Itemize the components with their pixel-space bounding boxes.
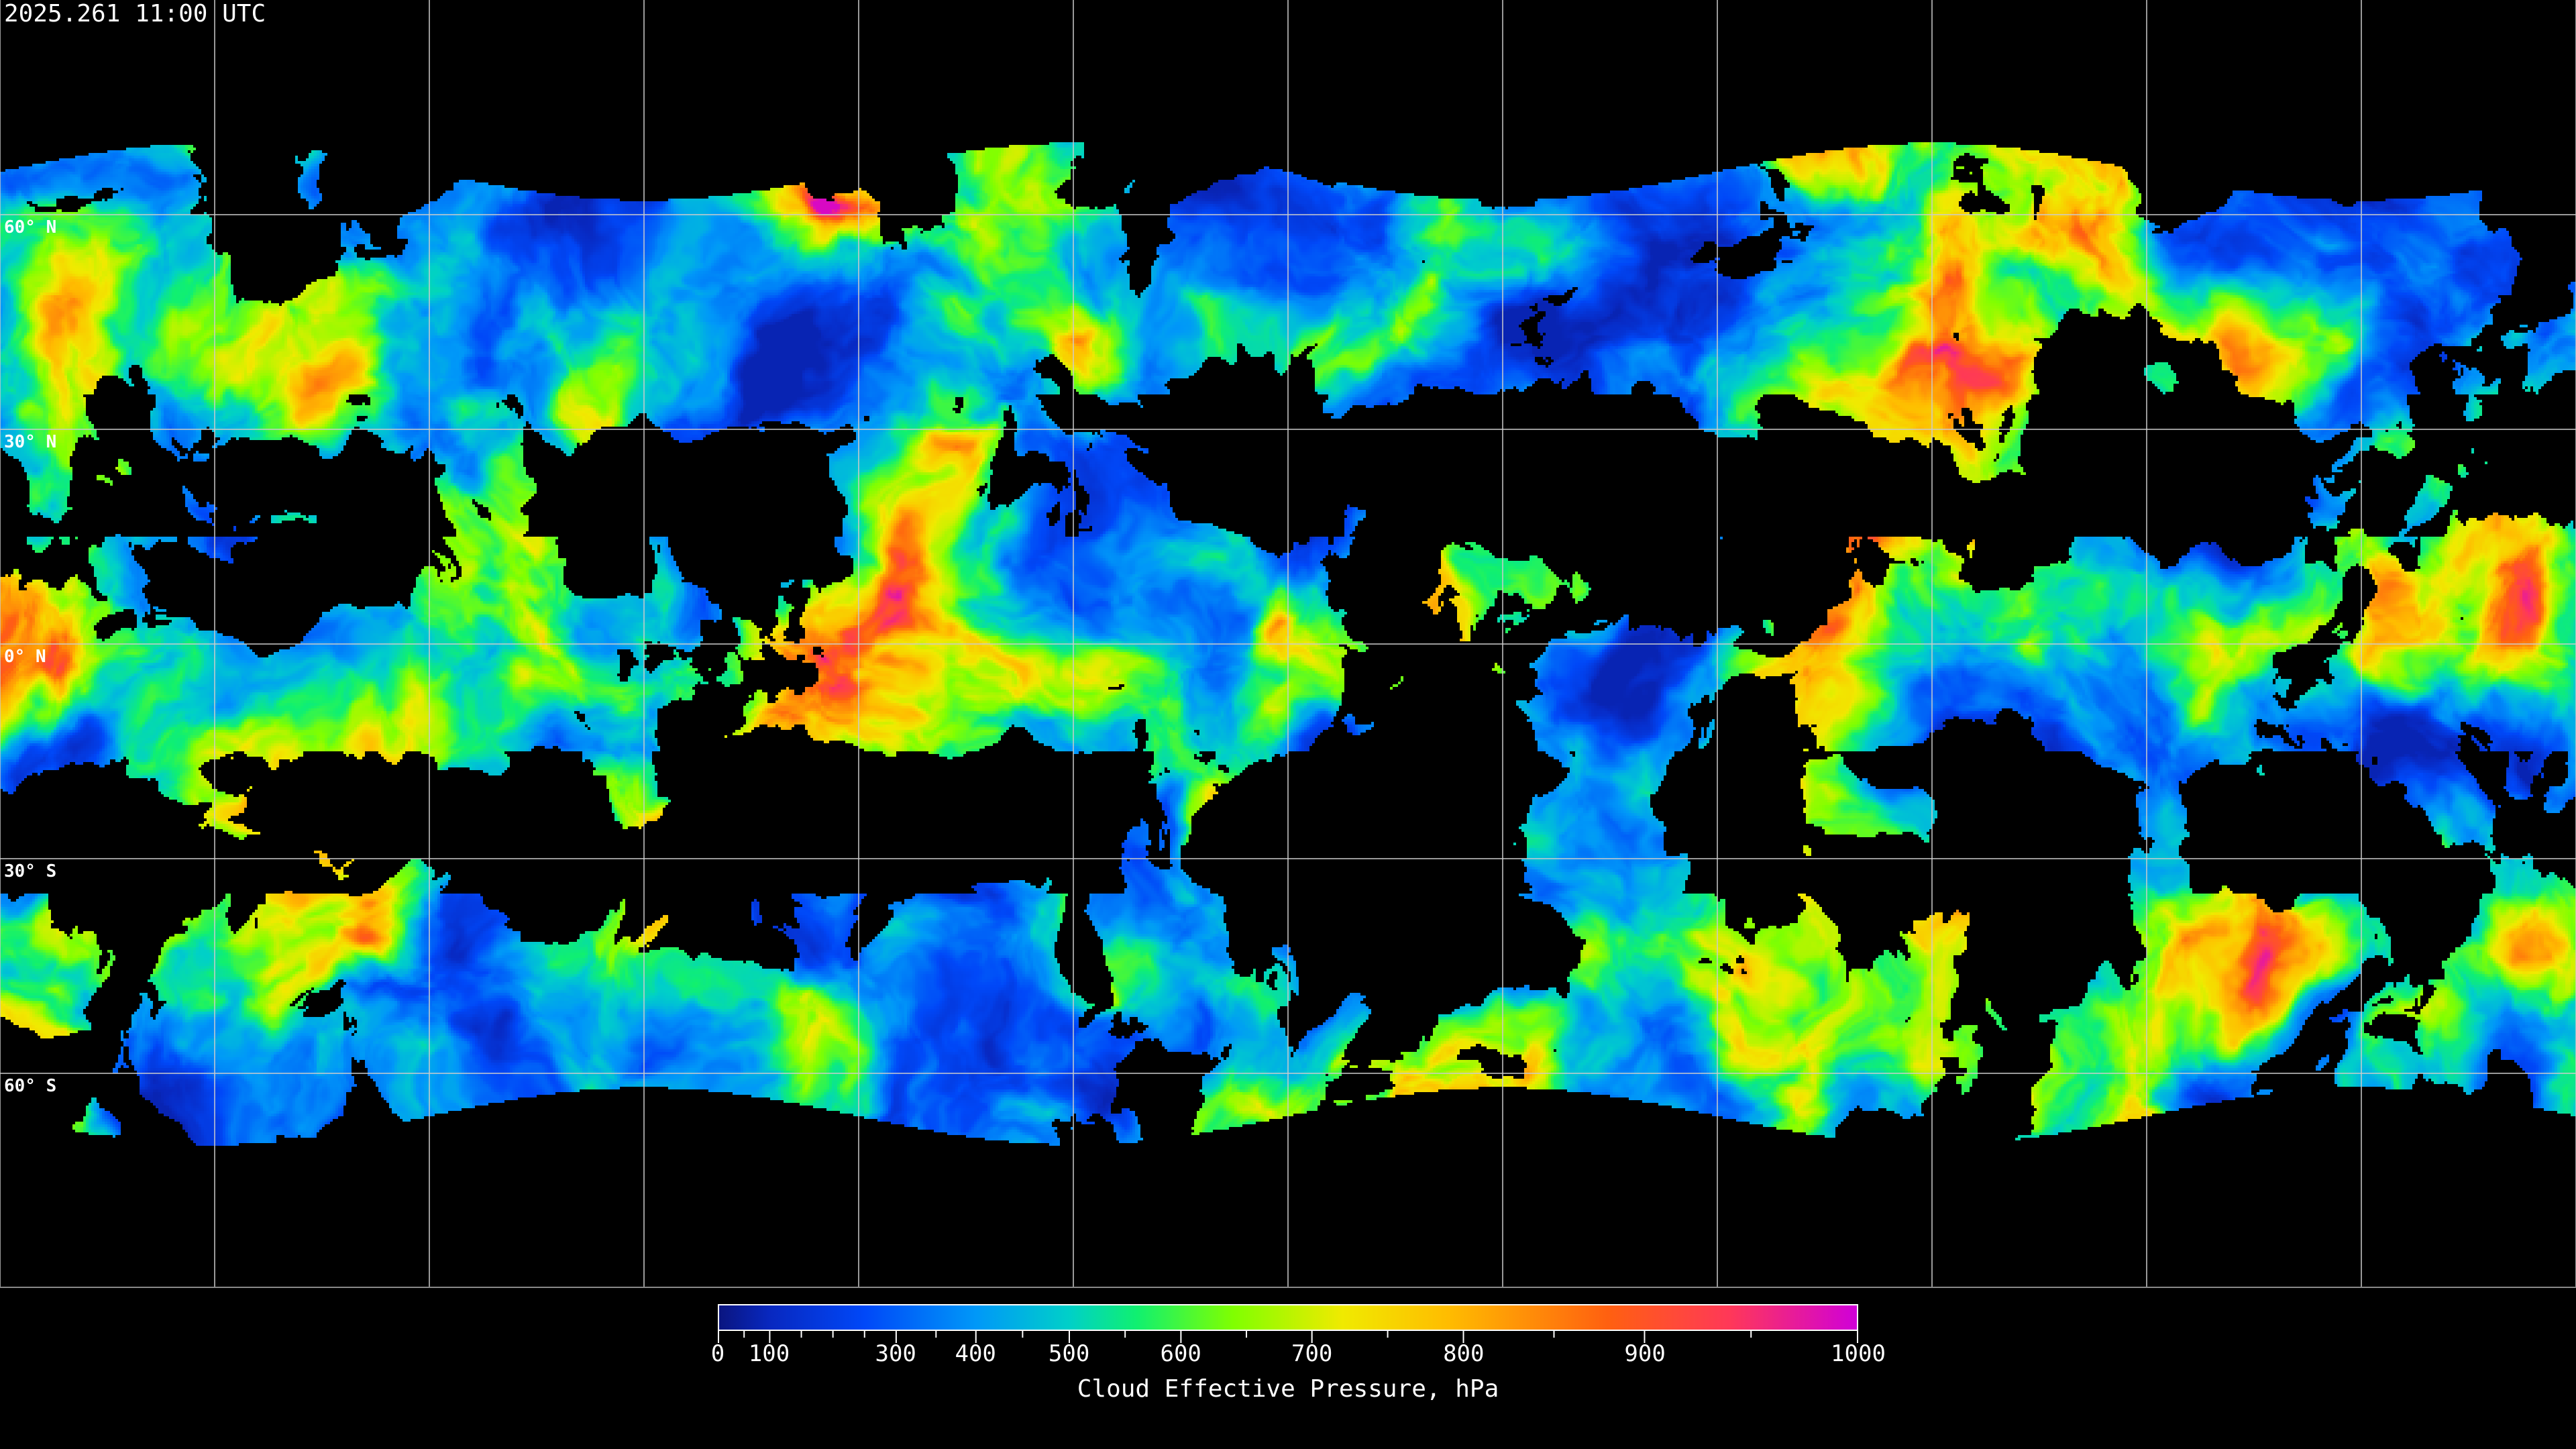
colorbar-tick-label: 700 (1291, 1340, 1333, 1367)
lat-label-60n: 60° N (4, 217, 57, 237)
colorbar-tick-label: 900 (1624, 1340, 1666, 1367)
colorbar (718, 1304, 1858, 1331)
lat-label-30s: 30° S (4, 861, 57, 881)
colorbar-title: Cloud Effective Pressure, hPa (1077, 1375, 1499, 1403)
timestamp-title: 2025.261 11:00 UTC (4, 0, 266, 28)
colorbar-tick-label: 800 (1443, 1340, 1485, 1367)
colorbar-tick-label: 0 (710, 1340, 725, 1367)
colorbar-tick-label: 400 (955, 1340, 996, 1367)
colorbar-tick-label: 1000 (1831, 1340, 1886, 1367)
graticule (0, 0, 2576, 1288)
colorbar-tick-label: 500 (1048, 1340, 1090, 1367)
lat-label-30n: 30° N (4, 432, 57, 452)
lat-label-60s: 60° S (4, 1076, 57, 1096)
colorbar-tick-label: 100 (748, 1340, 790, 1367)
colorbar-tick-label: 600 (1160, 1340, 1201, 1367)
colorbar-tick-label: 300 (875, 1340, 916, 1367)
lat-label-0n: 0° N (4, 647, 46, 667)
